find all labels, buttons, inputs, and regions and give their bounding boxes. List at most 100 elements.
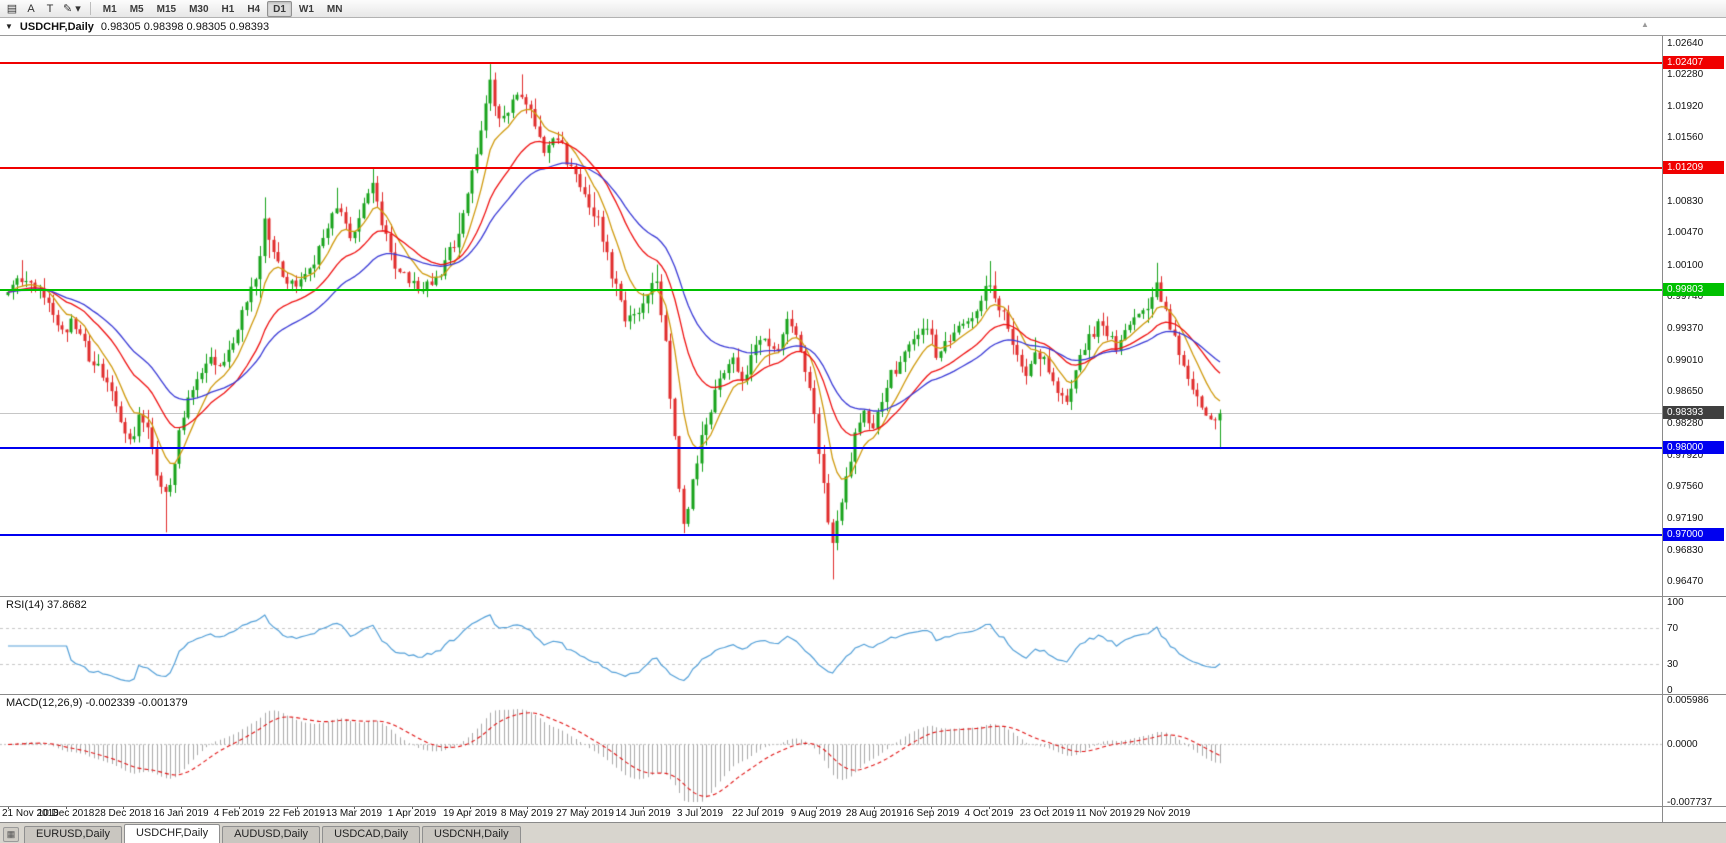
price-tick-label: 0.97190 bbox=[1667, 513, 1704, 525]
rsi-tick-label: 30 bbox=[1667, 658, 1679, 670]
chart-title-bar: ▼ USDCHF,Daily 0.98305 0.98398 0.98305 0… bbox=[0, 18, 1726, 36]
price-tick-label: 1.00100 bbox=[1667, 259, 1704, 271]
date-tick-mark bbox=[874, 806, 875, 809]
price-tick-label: 0.98280 bbox=[1667, 418, 1704, 430]
level-line-0.99803[interactable] bbox=[0, 289, 1662, 292]
date-label: 4 Feb 2019 bbox=[213, 808, 265, 819]
date-tick-mark bbox=[8, 806, 9, 809]
date-tick-mark bbox=[585, 806, 586, 809]
date-label: 9 Aug 2019 bbox=[790, 808, 842, 819]
chart-menu-icon[interactable]: ▼ bbox=[5, 22, 13, 31]
date-tick-mark bbox=[643, 806, 644, 809]
date-tick-mark bbox=[412, 806, 413, 809]
price-tick-label: 0.99370 bbox=[1667, 323, 1704, 335]
date-label: 14 Jun 2019 bbox=[615, 808, 671, 819]
timeframe-button-W1[interactable]: W1 bbox=[298, 3, 314, 15]
price-tick-label: 0.99010 bbox=[1667, 354, 1704, 366]
timeframe-button-H4[interactable]: H4 bbox=[247, 3, 261, 15]
price-tick-label: 1.01560 bbox=[1667, 132, 1704, 144]
tool-button-chart-bars[interactable]: ▤ bbox=[6, 3, 18, 15]
macd-tick-label: -0.007737 bbox=[1667, 797, 1713, 808]
macd-tick-label: 0.005986 bbox=[1667, 695, 1709, 706]
date-label: 28 Aug 2019 bbox=[845, 808, 903, 819]
date-tick-mark bbox=[1162, 806, 1163, 809]
axis-marker-icon[interactable]: ▲ bbox=[1641, 20, 1649, 29]
timeframe-button-H1[interactable]: H1 bbox=[221, 3, 235, 15]
date-tick-mark bbox=[181, 806, 182, 809]
price-tick-label: 0.99740 bbox=[1667, 290, 1704, 302]
price-tick-label: 1.00470 bbox=[1667, 227, 1704, 239]
price-tick-label: 0.96830 bbox=[1667, 544, 1704, 556]
window-list-icon[interactable]: ▦ bbox=[3, 827, 19, 842]
timeframe-button-M1[interactable]: M1 bbox=[102, 3, 117, 15]
date-tick-mark bbox=[297, 806, 298, 809]
chart-tab-bar: ▦ EURUSD,Daily USDCHF,Daily AUDUSD,Daily US… bbox=[0, 822, 1726, 843]
last-price-badge: 0.98393 bbox=[1663, 406, 1724, 420]
price-axis-separator bbox=[1662, 18, 1663, 822]
tab-usdchf-daily[interactable]: USDCHF,Daily bbox=[123, 824, 221, 843]
tool-button-draw-pencil[interactable]: ✎ ▾ bbox=[63, 3, 81, 15]
date-tick-mark bbox=[989, 806, 990, 809]
macd-indicator-value: -0.002339 -0.001379 bbox=[85, 697, 188, 709]
price-tick-label: 1.02280 bbox=[1667, 69, 1704, 81]
level-line-1.01209[interactable] bbox=[0, 166, 1662, 169]
level-badge-0.98000: 0.98000 bbox=[1663, 440, 1724, 454]
date-label: 16 Sep 2019 bbox=[902, 808, 960, 819]
date-label: 3 Jul 2019 bbox=[676, 808, 724, 819]
date-label: 13 Mar 2019 bbox=[325, 808, 383, 819]
date-tick-mark bbox=[66, 806, 67, 809]
date-tick-mark bbox=[354, 806, 355, 809]
price-tick-label: 1.00830 bbox=[1667, 195, 1704, 207]
macd-tick-label: 0.0000 bbox=[1667, 739, 1698, 751]
date-label: 10 Dec 2018 bbox=[37, 808, 95, 819]
date-label: 28 Dec 2018 bbox=[94, 808, 152, 819]
date-label: 22 Feb 2019 bbox=[268, 808, 326, 819]
date-tick-mark bbox=[470, 806, 471, 809]
tab-usdcnh-daily[interactable]: USDCNH,Daily bbox=[422, 826, 521, 843]
rsi-panel[interactable] bbox=[0, 596, 1662, 694]
date-label: 19 Apr 2019 bbox=[443, 808, 497, 819]
price-tick-label: 0.96470 bbox=[1667, 576, 1704, 588]
level-line-0.98000[interactable] bbox=[0, 446, 1662, 449]
date-tick-mark bbox=[1104, 806, 1105, 809]
level-line-1.02407[interactable] bbox=[0, 62, 1662, 65]
panel-divider-macd bbox=[0, 694, 1726, 695]
date-tick-mark bbox=[239, 806, 240, 809]
rsi-tick-label: 70 bbox=[1667, 623, 1679, 635]
tab-audusd-daily[interactable]: AUDUSD,Daily bbox=[222, 826, 321, 843]
date-tick-mark bbox=[527, 806, 528, 809]
date-label: 27 May 2019 bbox=[556, 808, 614, 819]
toolbar-separator bbox=[89, 2, 91, 15]
tab-usdcad-daily[interactable]: USDCAD,Daily bbox=[322, 826, 421, 843]
date-tick-mark bbox=[700, 806, 701, 809]
macd-panel[interactable] bbox=[0, 694, 1662, 806]
level-badge-1.01209: 1.01209 bbox=[1663, 160, 1724, 174]
date-label: 8 May 2019 bbox=[500, 808, 554, 819]
date-tick-mark bbox=[758, 806, 759, 809]
date-label: 11 Nov 2019 bbox=[1076, 808, 1132, 819]
panel-divider-rsi bbox=[0, 596, 1726, 597]
price-tick-label: 1.01920 bbox=[1667, 100, 1704, 112]
tool-button-text-label[interactable]: T bbox=[46, 2, 54, 15]
date-label: 4 Oct 2019 bbox=[964, 808, 1014, 819]
date-label: 16 Jan 2019 bbox=[153, 808, 209, 819]
panel-divider-dates bbox=[0, 806, 1726, 807]
date-label: 23 Oct 2019 bbox=[1019, 808, 1075, 819]
date-label: 1 Apr 2019 bbox=[387, 808, 437, 819]
date-tick-mark bbox=[1047, 806, 1048, 809]
timeframe-button-D1[interactable]: D1 bbox=[267, 0, 292, 17]
price-tick-label: 0.97560 bbox=[1667, 481, 1704, 493]
rsi-label: RSI(14) 37.8682 bbox=[6, 599, 87, 611]
timeframe-button-M5[interactable]: M5 bbox=[129, 3, 144, 15]
level-line-0.97000[interactable] bbox=[0, 533, 1662, 536]
timeframe-button-M30[interactable]: M30 bbox=[189, 3, 209, 15]
timeframe-button-MN[interactable]: MN bbox=[326, 3, 343, 15]
rsi-indicator-name: RSI(14) bbox=[6, 599, 44, 611]
tab-eurusd-daily[interactable]: EURUSD,Daily bbox=[24, 826, 122, 843]
main-chart-area[interactable] bbox=[0, 36, 1662, 596]
tool-button-text-a[interactable]: A bbox=[27, 2, 35, 15]
date-tick-mark bbox=[931, 806, 932, 809]
top-toolbar: ▤ A T ✎ ▾ M1 M5 M15 M30 H1 H4 D1 W1 MN bbox=[0, 0, 1726, 18]
timeframe-button-M15[interactable]: M15 bbox=[156, 3, 177, 15]
